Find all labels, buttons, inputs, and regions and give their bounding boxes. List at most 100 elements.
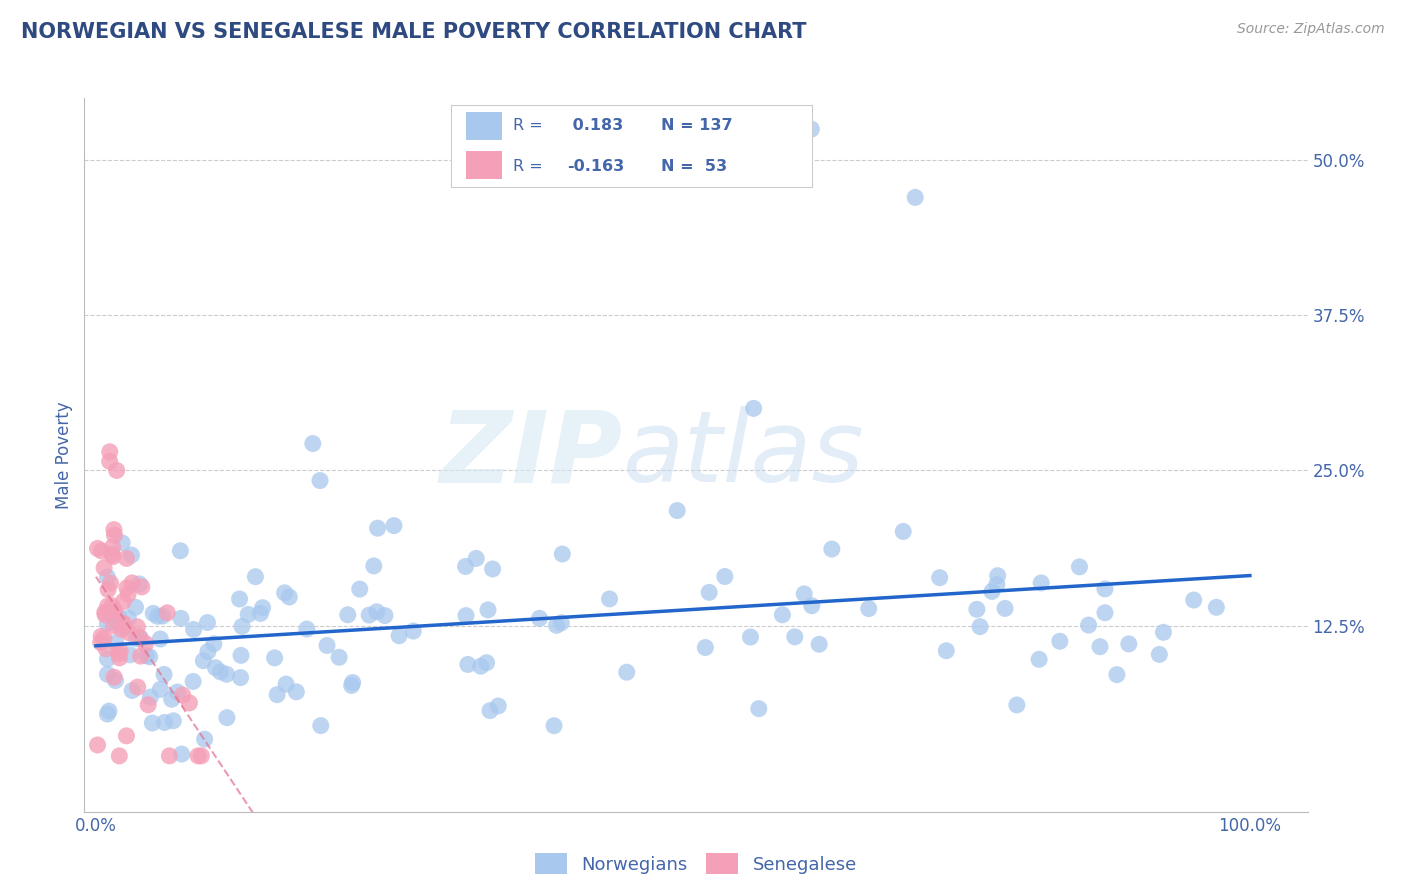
Point — [136, 698, 159, 712]
Point — [800, 599, 823, 613]
Point — [112, 594, 135, 608]
Point — [479, 704, 502, 718]
Point — [121, 575, 143, 590]
Point — [1105, 667, 1128, 681]
Point — [152, 609, 174, 624]
Point — [127, 680, 149, 694]
Point — [808, 637, 831, 651]
Point — [97, 582, 120, 597]
Point — [309, 474, 332, 488]
Point — [349, 582, 371, 596]
Point — [115, 729, 138, 743]
Point — [104, 673, 127, 688]
Point — [928, 571, 950, 585]
Point — [475, 656, 498, 670]
Point — [121, 683, 143, 698]
Point — [359, 608, 381, 623]
Point — [740, 630, 762, 644]
Point — [714, 569, 737, 583]
Point — [101, 599, 124, 613]
Point — [149, 632, 172, 646]
Point — [103, 670, 125, 684]
Point — [121, 548, 143, 562]
Point — [793, 587, 815, 601]
Point — [197, 644, 219, 658]
Point — [107, 647, 129, 661]
Point — [103, 523, 125, 537]
Point — [112, 621, 135, 635]
Point — [229, 648, 252, 663]
Point — [194, 732, 217, 747]
Point — [263, 651, 285, 665]
Point — [1049, 634, 1071, 648]
Point — [1205, 600, 1227, 615]
Point — [98, 454, 121, 468]
Point — [215, 711, 238, 725]
Point — [98, 445, 121, 459]
Point — [295, 622, 318, 636]
Point — [96, 707, 118, 722]
Point — [457, 657, 479, 672]
Point — [90, 635, 112, 649]
Point — [1094, 606, 1116, 620]
Point — [138, 649, 160, 664]
Point — [96, 652, 118, 666]
Point — [101, 549, 124, 564]
Point — [550, 615, 572, 630]
Point — [935, 644, 957, 658]
Point — [465, 551, 488, 566]
Point — [94, 607, 117, 622]
Point — [170, 747, 193, 761]
Point — [103, 618, 125, 632]
Point — [93, 561, 115, 575]
Point — [94, 641, 117, 656]
Point — [127, 620, 149, 634]
Text: Source: ZipAtlas.com: Source: ZipAtlas.com — [1237, 22, 1385, 37]
Point — [209, 665, 232, 679]
Point — [90, 544, 112, 558]
Point — [285, 685, 308, 699]
Point — [1069, 559, 1091, 574]
Point — [1182, 593, 1205, 607]
Point — [252, 600, 274, 615]
Point — [129, 632, 152, 646]
Point — [105, 616, 128, 631]
Point — [470, 659, 492, 673]
Point — [697, 585, 720, 599]
Point — [486, 698, 509, 713]
Point — [616, 665, 638, 680]
Point — [1005, 698, 1028, 712]
Point — [103, 603, 125, 617]
Point — [695, 640, 717, 655]
Point — [336, 607, 359, 622]
Point — [1094, 582, 1116, 596]
Point — [666, 503, 689, 517]
Point — [98, 704, 121, 718]
Point — [1149, 648, 1171, 662]
Point — [172, 688, 194, 702]
Point — [141, 716, 163, 731]
Point — [529, 611, 551, 625]
Point — [115, 581, 138, 595]
Point — [108, 651, 131, 665]
Point — [169, 543, 191, 558]
Point — [231, 619, 253, 633]
Point — [821, 542, 844, 557]
Point — [367, 521, 389, 535]
Point — [454, 559, 477, 574]
Point — [273, 586, 295, 600]
Point — [278, 590, 301, 604]
Point — [96, 570, 118, 584]
Point — [748, 701, 770, 715]
Point — [149, 682, 172, 697]
Point — [100, 576, 122, 591]
Point — [112, 616, 135, 631]
Point — [108, 748, 131, 763]
Point — [101, 540, 124, 554]
Point — [599, 591, 621, 606]
Point — [340, 678, 363, 692]
Point — [90, 629, 112, 643]
Point — [245, 570, 267, 584]
Point — [477, 603, 499, 617]
Point — [115, 551, 138, 566]
